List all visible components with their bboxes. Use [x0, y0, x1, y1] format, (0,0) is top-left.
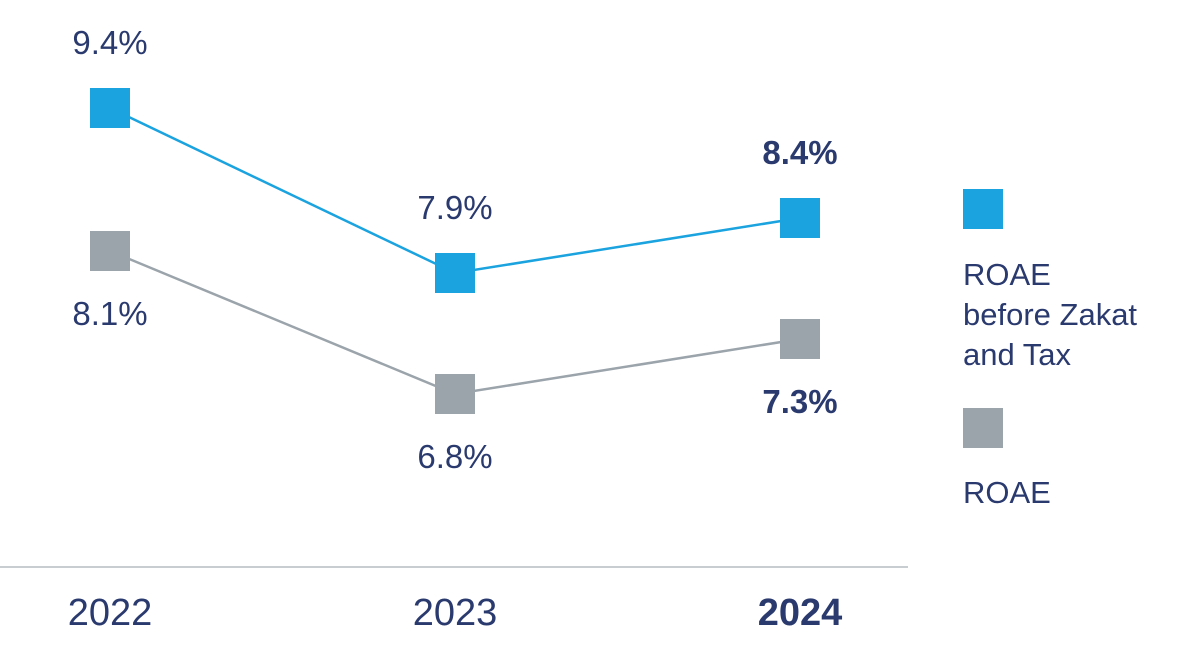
value-label-s1-2022: 9.4% [72, 24, 147, 61]
value-label-s2-2024: 7.3% [762, 383, 837, 420]
marker-s1-2024 [780, 198, 820, 238]
value-label-s1-2023: 7.9% [417, 189, 492, 226]
marker-s1-2022 [90, 88, 130, 128]
legend-swatch-roae-before-zakat [963, 189, 1003, 229]
legend: ROAE before Zakat and Tax ROAE [963, 189, 1146, 510]
x-tick-2022: 2022 [68, 592, 153, 634]
series-markers [90, 88, 820, 414]
legend-label-roae: ROAE [963, 475, 1051, 510]
value-label-s2-2022: 8.1% [72, 295, 147, 332]
marker-s2-2023 [435, 374, 475, 414]
legend-label-roae-before-zakat: ROAE before Zakat and Tax [963, 257, 1146, 372]
value-label-s1-2024: 8.4% [762, 134, 837, 171]
value-labels: 9.4% 7.9% 8.4% 8.1% 6.8% 7.3% [72, 24, 837, 475]
marker-s1-2023 [435, 253, 475, 293]
series-lines [109, 106, 801, 396]
x-tick-labels: 2022 2023 2024 [68, 592, 843, 634]
x-tick-2023: 2023 [413, 592, 498, 634]
marker-s2-2024 [780, 319, 820, 359]
value-label-s2-2023: 6.8% [417, 438, 492, 475]
marker-s2-2022 [90, 231, 130, 271]
x-tick-2024: 2024 [758, 592, 843, 634]
legend-swatch-roae [963, 408, 1003, 448]
